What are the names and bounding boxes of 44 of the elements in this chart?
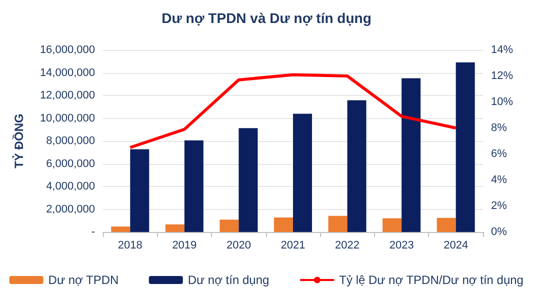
legend-label: Dư nợ TPDN (48, 273, 119, 287)
bar (328, 216, 348, 232)
bar (184, 140, 204, 232)
y-tick-label: 8,000,000 (46, 135, 95, 147)
y-tick-label: 16,000,000 (40, 44, 95, 56)
chart-title: Dư nợ TPDN và Dư nợ tín dụng (162, 10, 372, 26)
bar (347, 100, 366, 232)
legend-label: Tỷ lệ Dư nợ TPDN/Dư nợ tín dụng (339, 273, 524, 287)
bar (436, 218, 456, 232)
line-series (128, 73, 458, 149)
x-tick-label: 2019 (172, 240, 197, 252)
x-tick-label: 2018 (118, 240, 142, 252)
bar (220, 220, 239, 232)
y2-tick-label: 4% (491, 174, 508, 186)
y-tick-label: 4,000,000 (46, 180, 95, 192)
y2-tick-label: 6% (491, 148, 508, 160)
y2-tick-label: 14% (491, 44, 514, 56)
y-tick-label: 10,000,000 (40, 112, 95, 124)
x-tick-label: 2023 (389, 240, 414, 252)
bar (165, 224, 184, 232)
y-tick-label: 14,000,000 (40, 66, 95, 79)
y2-tick-label: 10% (491, 96, 514, 108)
y-tick-label: 12,000,000 (40, 90, 95, 102)
x-tick-label: 2021 (280, 240, 306, 252)
y2-tick-label: 2% (491, 200, 508, 212)
x-tick-label: 2024 (444, 240, 468, 252)
bar (382, 218, 402, 232)
y-tick-label: 2,000,000 (46, 203, 95, 216)
y2-tick-label: 0% (491, 226, 508, 238)
bar (293, 114, 312, 232)
bar (402, 78, 421, 232)
x-tick-label: 2020 (226, 240, 251, 252)
bar (238, 128, 258, 232)
y-axis-title: TỶ ĐỒNG (12, 114, 26, 168)
bar (130, 149, 150, 232)
bar (274, 218, 293, 232)
bar (456, 62, 475, 232)
y-tick-label: 6,000,000 (46, 158, 95, 170)
bar (111, 226, 130, 232)
y-tick-label: - (91, 226, 96, 238)
y2-tick-label: 12% (491, 70, 514, 82)
x-tick-label: 2022 (335, 240, 360, 252)
y2-tick-label: 8% (491, 122, 508, 134)
legend-label: Dư nợ tín dụng (188, 273, 270, 287)
